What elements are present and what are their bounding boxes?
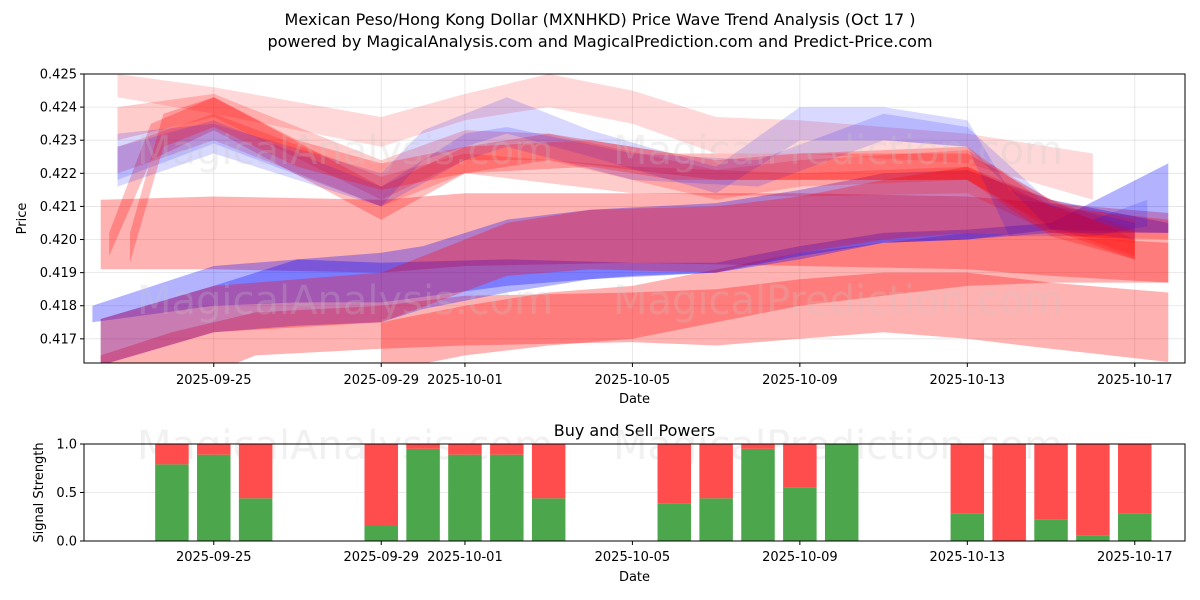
bar-x-tick-label: 2025-09-25 (176, 550, 252, 565)
wave-band-blue-thin-1 (117, 97, 1148, 237)
main-gridlines (84, 73, 1185, 363)
buy-bar (448, 454, 482, 541)
main-y-tick-label: 0.424 (40, 101, 77, 116)
bar-chart-title: Buy and Sell Powers (554, 421, 716, 440)
main-x-axis: 2025-09-25 2025-09-29 2025-10-01 2025-10-05… (176, 363, 1173, 388)
chart-title: Mexican Peso/Hong Kong Dollar (MXNHKD) P… (284, 10, 916, 29)
buy-bar (1118, 513, 1152, 541)
bar-y-axis: 0.0 0.5 1.0 (56, 438, 84, 550)
buy-bar (364, 525, 398, 541)
watermark-text: MagicalPrediction.com (613, 128, 1063, 174)
wave-band-red-thin-3 (109, 97, 1135, 260)
buy-bar (155, 464, 189, 541)
buy-bar (741, 448, 775, 541)
sell-bar (406, 444, 440, 449)
main-y-axis: 0.417 0.418 0.419 0.420 0.421 0.422 0.423 0.424… (40, 68, 84, 347)
bar-x-tick-label: 2025-09-29 (343, 550, 419, 565)
buy-bar (1034, 519, 1068, 541)
chart-subtitle: powered by MagicalAnalysis.com and Magic… (267, 32, 933, 51)
buy-bar (699, 498, 733, 541)
wave-band-blue-wide-1 (92, 163, 1169, 323)
bar-x-tick-label: 2025-10-09 (762, 550, 838, 565)
wave-band-red-wide-3 (381, 232, 1169, 363)
wave-band-red-wide-2 (100, 272, 1169, 363)
sell-bar (448, 444, 482, 455)
bar-x-axis-label: Date (619, 570, 650, 585)
main-y-tick-label: 0.425 (40, 68, 77, 83)
sell-bar (238, 444, 273, 499)
main-x-tick-label: 2025-10-05 (595, 373, 671, 388)
main-x-tick-label: 2025-10-01 (427, 373, 503, 388)
main-y-tick-label: 0.419 (40, 266, 77, 281)
bar-y-tick-label: 0.5 (56, 486, 77, 501)
main-y-axis-label: Price (15, 203, 30, 235)
sell-bar (197, 444, 231, 455)
sell-bar (490, 444, 524, 455)
sell-bar (364, 444, 398, 526)
buy-bar (824, 444, 859, 541)
main-x-tick-label: 2025-09-29 (343, 373, 419, 388)
main-x-axis-label: Date (619, 392, 650, 407)
main-x-tick-label: 2025-10-17 (1097, 373, 1173, 388)
watermark-text: MagicalAnalysis.com (137, 278, 553, 324)
wave-band-red-thin-1 (117, 74, 1093, 200)
bar-y-tick-label: 0.0 (56, 535, 77, 550)
sell-bar (950, 444, 985, 514)
wave-band-red-zigzag (130, 97, 1135, 263)
main-y-tick-label: 0.421 (40, 200, 77, 215)
buy-bar (783, 487, 817, 541)
sell-bar (741, 444, 775, 449)
wave-band-blue-thin-2 (117, 113, 1135, 240)
bar-y-tick-label: 1.0 (56, 438, 77, 453)
sell-bar (1076, 444, 1110, 536)
wave-band-red-wide-1 (100, 193, 1169, 283)
watermark-text: MagicalPrediction.com (613, 278, 1063, 324)
bar-x-axis: 2025-09-25 2025-09-29 2025-10-01 2025-10-05… (176, 541, 1173, 565)
wave-band-purple-wide-1 (100, 170, 1169, 363)
bar-y-axis-label: Signal Strength (32, 442, 47, 542)
buy-bar (406, 448, 440, 541)
main-x-tick-label: 2025-10-09 (762, 373, 838, 388)
main-watermarks: MagicalAnalysis.com MagicalPrediction.com… (137, 128, 1063, 324)
main-plot-frame (83, 73, 1186, 364)
buy-bar (490, 454, 524, 541)
main-y-tick-label: 0.418 (40, 299, 77, 314)
buy-bar (238, 498, 273, 541)
watermark-text: MagicalAnalysis.com (137, 128, 553, 174)
wave-band-purple-wide-2 (100, 166, 1169, 363)
main-y-tick-label: 0.422 (40, 167, 77, 182)
sell-bar (657, 444, 692, 504)
main-x-tick-label: 2025-10-13 (930, 373, 1006, 388)
sell-bar (531, 444, 566, 499)
main-y-tick-label: 0.420 (40, 233, 77, 248)
bar-x-tick-label: 2025-10-05 (595, 550, 671, 565)
wave-band-red-thin-4 (117, 113, 1135, 243)
sell-bar (1118, 444, 1152, 514)
sell-bar (155, 444, 189, 465)
bar-x-tick-label: 2025-10-13 (930, 550, 1006, 565)
buy-bar (531, 498, 566, 541)
buy-bar (1076, 535, 1110, 541)
main-y-tick-label: 0.417 (40, 332, 77, 347)
main-y-tick-label: 0.423 (40, 134, 77, 149)
sell-bar (699, 444, 733, 499)
buy-sell-bars (155, 444, 1152, 541)
main-x-tick-label: 2025-09-25 (176, 373, 252, 388)
main-wave-bands (92, 74, 1169, 363)
wave-band-red-thin-2 (117, 93, 1135, 257)
buy-bar (950, 513, 985, 541)
buy-bar (657, 503, 692, 541)
sell-bar (783, 444, 817, 488)
sell-bar (1034, 444, 1068, 520)
sell-bar (992, 444, 1026, 541)
bar-x-tick-label: 2025-10-01 (427, 550, 503, 565)
buy-bar (197, 454, 231, 541)
bar-x-tick-label: 2025-10-17 (1097, 550, 1173, 565)
